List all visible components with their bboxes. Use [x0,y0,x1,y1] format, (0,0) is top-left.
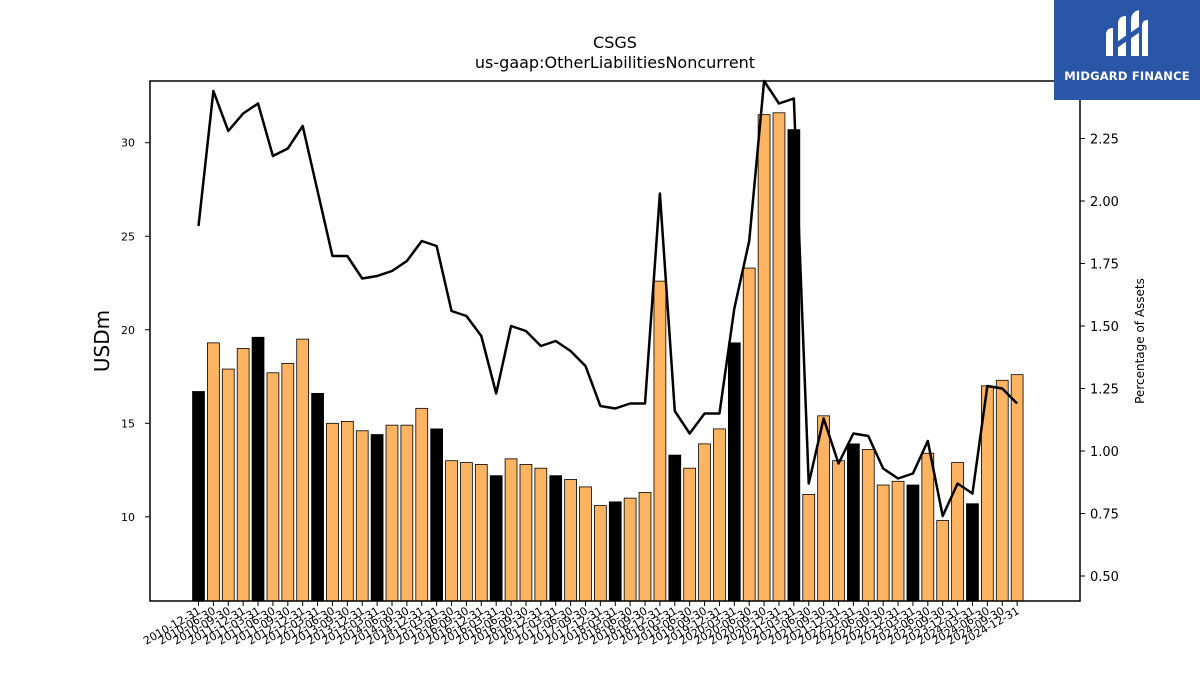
y-axis-ticks: 10 15 20 25 30 [121,137,150,524]
bar-2023-06-30 [936,520,950,602]
bar-2022-12-31 [906,484,920,602]
bar-2013-12-31 [370,434,384,602]
bar-2015-06-30 [460,462,473,602]
bar-2021-03-31 [802,493,816,602]
bar-2019-03-31 [683,467,697,602]
y-tick-label: 30 [121,137,135,150]
x-axis-ticks: 2010-12-312010-06-302010-09-302011-12-31… [141,601,1022,648]
y-tick-label: 10 [121,511,135,524]
bar-2014-12-31 [430,428,444,602]
bar-2011-09-30 [236,348,250,602]
bar-2023-03-31 [921,452,935,602]
percentage-line-series [197,79,1019,518]
bar-2013-09-30 [355,430,369,602]
bar-2014-09-30 [415,407,429,602]
y2-tick-label: 2.25 [1090,133,1119,148]
y-axis-label: USDm [90,310,114,372]
chart-title: CSGS [593,33,637,52]
bar-2016-12-31 [549,475,563,602]
bar-2011-06-30 [221,368,235,602]
bar-2016-06-30 [519,464,533,602]
bar-2016-03-31 [504,458,518,602]
bar-2017-12-31 [608,501,622,602]
y2-tick-label: 2.00 [1090,195,1119,210]
bar-2015-12-31 [489,475,503,602]
bar-2013-06-30 [340,421,354,602]
bar-2011-03-31 [207,342,220,602]
bar-2013-03-31 [326,422,339,602]
y-tick-label: 15 [121,417,135,430]
bar-2019-12-31 [727,342,741,602]
y2-tick-label: 0.75 [1090,508,1119,523]
bar-2023-12-31 [966,503,979,602]
bar-2010-12-31 [192,391,205,602]
bar-2021-12-31 [847,443,860,602]
y2-tick-label: 1.75 [1090,258,1119,273]
logo-text: MIDGARD FINANCE [1064,69,1190,83]
bar-2017-09-30 [594,505,607,602]
bar-2012-03-31 [266,372,280,602]
bar-2011-12-31 [251,336,265,602]
logo-mark-icon [1106,10,1148,56]
bar-2018-09-30 [653,280,667,602]
bar-2012-12-31 [311,392,324,602]
bar-2020-06-30 [757,114,771,602]
bar-2012-09-30 [296,338,310,602]
y2-tick-label: 0.50 [1090,570,1119,585]
bar-2020-03-31 [742,267,756,602]
y2-tick-label: 1.00 [1090,445,1119,460]
y2-axis-ticks: 0.500.751.001.251.501.752.002.252.50 [1080,70,1119,585]
y2-tick-label: 1.25 [1090,383,1119,398]
bar-2022-09-30 [891,480,905,602]
bar-2018-03-31 [623,497,637,602]
y-tick-label: 25 [121,230,135,243]
bar-series [192,112,1024,602]
bar-2019-09-30 [713,428,726,602]
bar-2018-06-30 [638,492,652,602]
bar-2021-09-30 [832,460,845,602]
bar-2021-06-30 [817,415,830,602]
bar-2024-09-30 [1010,374,1024,602]
bar-2018-12-31 [668,454,682,602]
midgard-finance-logo: MIDGARD FINANCE [1054,0,1200,100]
bar-2012-06-30 [281,363,295,602]
bar-2017-03-31 [564,479,577,602]
bar-2024-06-30 [995,379,1009,602]
bar-2019-06-30 [698,443,711,602]
bar-2014-06-30 [400,424,414,602]
bar-2016-09-30 [534,467,548,602]
bar-2022-06-30 [876,484,890,602]
bar-2017-06-30 [579,486,592,602]
y-tick-label: 20 [121,324,135,337]
bar-2015-09-30 [474,464,488,602]
bar-2020-09-30 [772,112,786,602]
bar-2022-03-31 [861,449,875,602]
bar-2015-03-31 [445,460,458,602]
y2-tick-label: 1.50 [1090,320,1119,335]
percentage-line [197,79,1019,518]
chart-subtitle: us-gaap:OtherLiabilitiesNoncurrent [475,53,755,72]
bar-2014-03-31 [385,424,399,602]
y2-axis-label: Percentage of Assets [1133,278,1147,404]
